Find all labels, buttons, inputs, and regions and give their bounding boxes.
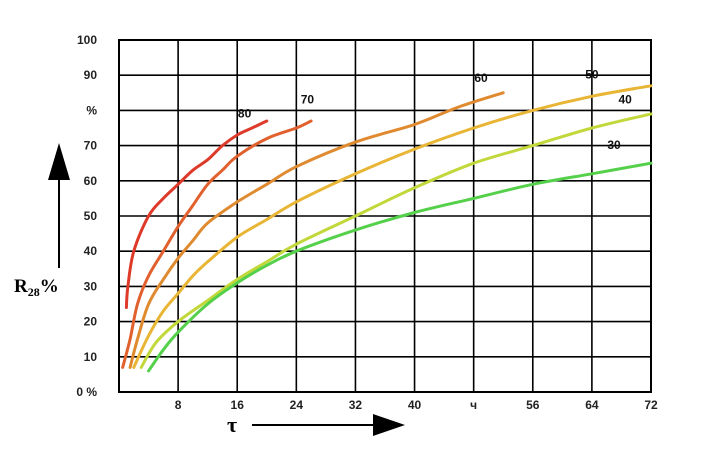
x-tick-label: 72 <box>644 398 658 412</box>
y-tick-label: 100 <box>77 33 97 47</box>
y-tick-label: 20 <box>84 315 98 329</box>
x-tick-label: 32 <box>349 398 363 412</box>
x-tick-label: 24 <box>290 398 304 412</box>
x-tick-label: 56 <box>526 398 540 412</box>
x-axis-title: τ <box>227 412 237 437</box>
y-tick-label: 0 % <box>76 385 97 399</box>
y-axis-arrow <box>48 143 70 268</box>
curve-labels: 80 70 60 50 40 30 <box>238 68 632 152</box>
x-axis-arrow <box>252 414 405 436</box>
y-tick-label: 70 <box>84 139 98 153</box>
series-line-40 <box>139 112 653 369</box>
x-tick-label: 8 <box>175 398 182 412</box>
y-tick-label: 50 <box>84 209 98 223</box>
x-tick-label: 16 <box>231 398 245 412</box>
y-tick-label: 90 <box>84 68 98 82</box>
series-line-70 <box>121 119 313 369</box>
y-tick-label: 40 <box>84 244 98 258</box>
curve-label-50: 50 <box>585 68 599 82</box>
y-axis-title: R28% <box>14 276 59 299</box>
tick-labels: 8 16 24 32 40 ч 56 64 72 0 % 10 20 30 40 50 60 70% 90 100 <box>76 33 658 412</box>
curve-label-70: 70 <box>301 92 315 106</box>
y-tick-label: 10 <box>84 350 98 364</box>
series-line-50 <box>132 84 653 369</box>
y-tick-label: 60 <box>84 174 98 188</box>
curve-label-30: 30 <box>607 138 621 152</box>
x-tick-label: 40 <box>408 398 422 412</box>
curve-label-40: 40 <box>618 92 632 106</box>
curve-label-60: 60 <box>474 71 488 85</box>
x-tick-label: 64 <box>585 398 599 412</box>
series-line-60 <box>128 91 505 369</box>
series-lines <box>121 84 653 373</box>
x-tick-label: ч <box>470 398 477 412</box>
y-tick-label: 30 <box>84 279 98 293</box>
grid <box>118 39 652 393</box>
y-tick-label: % <box>86 103 97 117</box>
series-line-80 <box>124 119 269 309</box>
curve-label-80: 80 <box>238 106 252 120</box>
series-line-30 <box>147 161 653 373</box>
